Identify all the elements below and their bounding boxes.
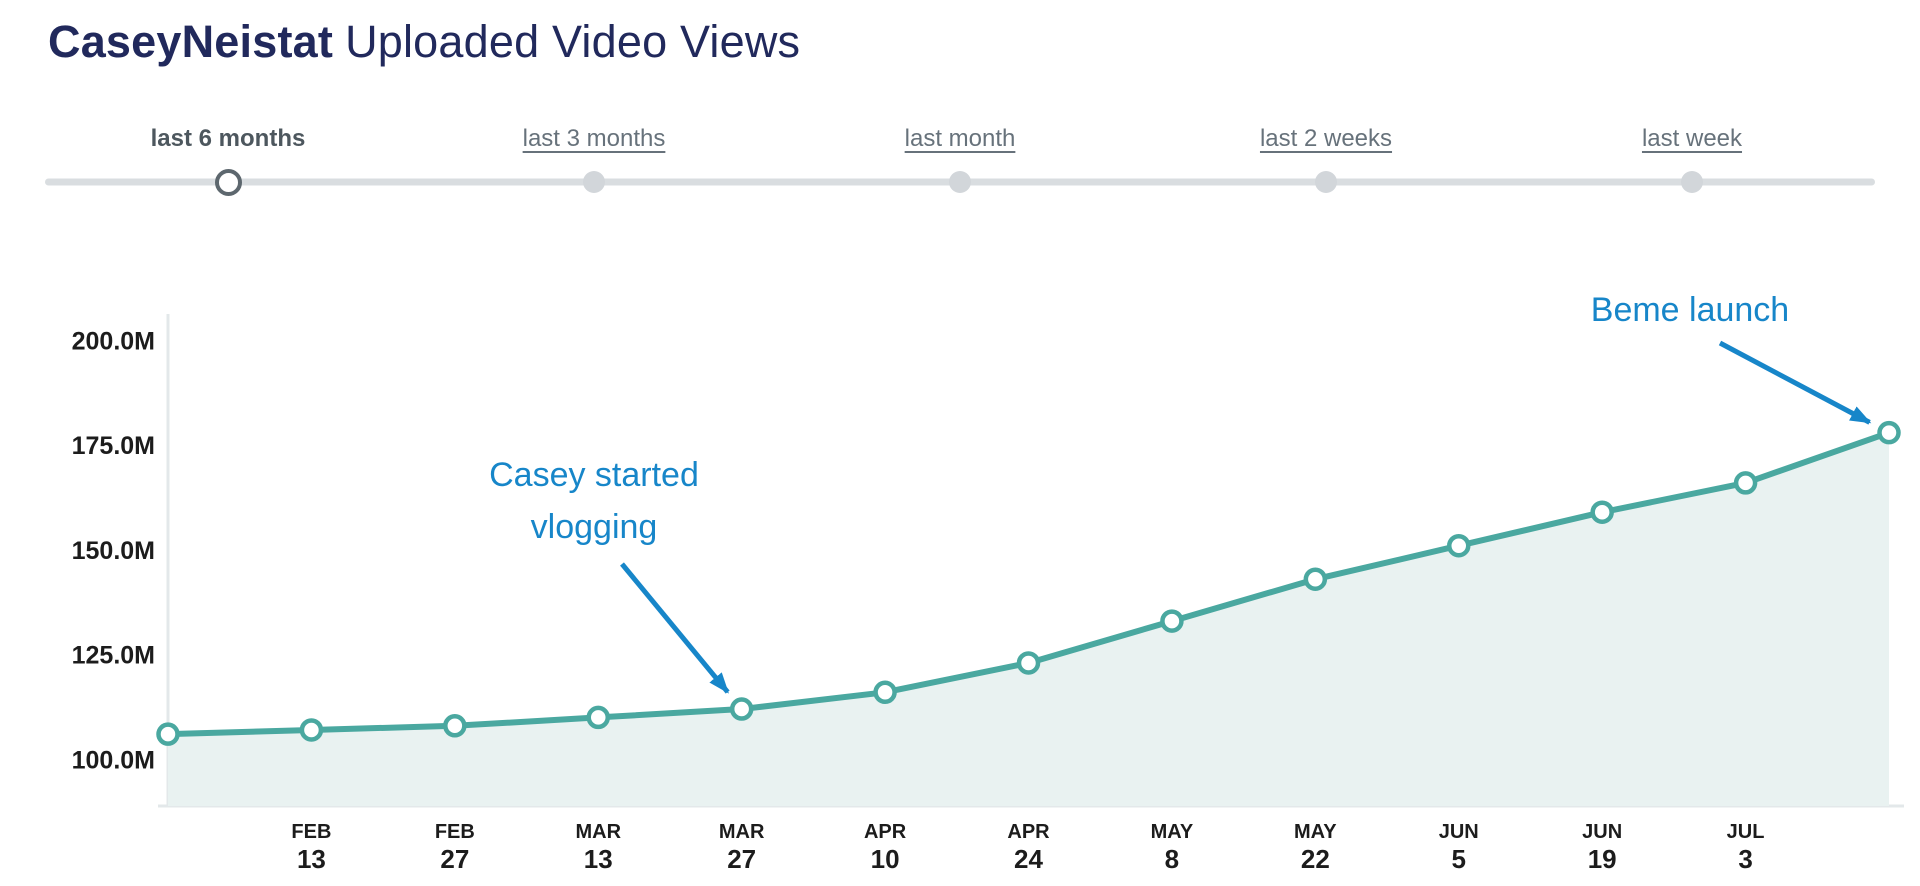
x-axis-label-day: 5 (1452, 844, 1466, 874)
range-dot-4[interactable] (1315, 171, 1337, 193)
data-point-3[interactable] (586, 705, 610, 730)
x-axis-label-month: JUN (1439, 821, 1479, 843)
x-axis-label-month: MAR (719, 821, 765, 843)
annotation-arrow (1718, 340, 1872, 425)
x-axis-label-day: 3 (1738, 844, 1752, 874)
x-axis-label-day: 27 (440, 844, 469, 874)
y-axis-label: 125.0M (72, 642, 155, 670)
annotation-text: Beme launch (1591, 291, 1789, 329)
x-axis-label-month: APR (1007, 821, 1050, 843)
x-axis-label-day: 24 (1014, 844, 1043, 874)
channel-name: CaseyNeistat (48, 16, 334, 67)
range-option-last-3-months[interactable]: last 3 months (411, 124, 777, 154)
y-axis-label: 200.0M (72, 328, 155, 356)
page-title: CaseyNeistat Uploaded Video Views (48, 16, 1920, 68)
range-dot-3[interactable] (949, 171, 971, 193)
range-option-label: last 3 months (522, 125, 666, 152)
x-axis-label-day: 10 (871, 844, 900, 874)
chart-area-fill (168, 432, 1889, 806)
x-axis-label-day: 27 (727, 844, 756, 874)
range-dot-cell (45, 162, 411, 202)
x-axis-label-day: 19 (1588, 844, 1617, 874)
annotation-text: Casey started (489, 456, 699, 494)
range-dot-cell (1509, 162, 1875, 202)
data-point-6[interactable] (1016, 651, 1041, 675)
data-point-12[interactable] (1877, 420, 1901, 445)
range-option-label: last 6 months (150, 125, 306, 152)
range-option-label: last 2 weeks (1259, 125, 1393, 152)
data-point-5[interactable] (873, 680, 897, 705)
views-chart: 200.0M175.0M150.0M125.0M100.0MFEB13FEB27… (72, 291, 1904, 874)
range-dot-cell (411, 162, 777, 202)
x-axis-label-month: MAY (1294, 821, 1337, 843)
data-point-7[interactable] (1160, 609, 1184, 633)
y-axis-label: 150.0M (72, 537, 155, 565)
data-point-10[interactable] (1590, 500, 1614, 524)
x-axis-label-day: 13 (297, 844, 326, 874)
x-axis-label-day: 8 (1165, 844, 1179, 874)
range-option-last-6-months[interactable]: last 6 months (45, 124, 411, 154)
range-option-label: last week (1641, 125, 1743, 152)
x-axis-label-day: 22 (1301, 844, 1330, 874)
range-option-last-month[interactable]: last month (777, 124, 1143, 154)
y-axis-label: 100.0M (72, 746, 155, 774)
x-axis-label-month: JUN (1582, 821, 1622, 843)
annotation-arrow (620, 562, 730, 694)
range-option-label: last month (904, 125, 1016, 152)
data-point-11[interactable] (1733, 471, 1758, 495)
range-labels-row: last 6 months last 3 months last month last… (45, 124, 1875, 154)
range-dot-cell (1143, 162, 1509, 202)
data-point-4[interactable] (729, 697, 754, 721)
annotation-text: vlogging (531, 508, 658, 546)
x-axis-label-month: JUL (1727, 821, 1765, 843)
x-axis-label-month: MAY (1151, 821, 1194, 843)
range-dot-5[interactable] (1681, 171, 1703, 193)
x-axis-label-month: MAR (575, 821, 621, 843)
title-rest: Uploaded Video Views (345, 16, 801, 67)
range-dot-cell (777, 162, 1143, 202)
x-axis-label-month: APR (864, 821, 907, 843)
range-option-last-2-weeks[interactable]: last 2 weeks (1143, 124, 1509, 154)
range-dot-1-selected[interactable] (214, 168, 242, 196)
range-track[interactable] (45, 162, 1875, 202)
range-option-last-week[interactable]: last week (1509, 124, 1875, 154)
data-point-2[interactable] (443, 714, 467, 738)
range-dot-2[interactable] (583, 171, 605, 193)
data-point-0[interactable] (156, 722, 180, 746)
x-axis-label-day: 13 (584, 844, 613, 874)
data-point-9[interactable] (1447, 533, 1471, 558)
x-axis-label-month: FEB (291, 821, 331, 843)
time-range-selector: last 6 months last 3 months last month last… (45, 124, 1875, 202)
x-axis-label-month: FEB (435, 821, 475, 843)
data-point-8[interactable] (1303, 567, 1328, 591)
data-point-1[interactable] (299, 718, 324, 742)
range-dots-row (45, 162, 1875, 202)
y-axis-label: 175.0M (72, 432, 155, 460)
